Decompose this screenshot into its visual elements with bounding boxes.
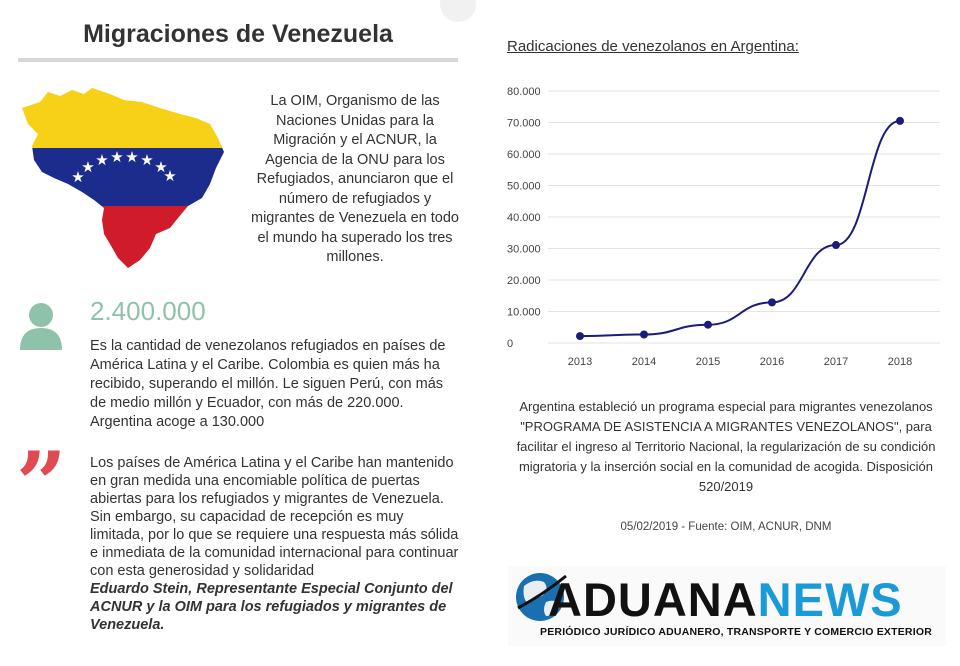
logo-word-news: NEWS	[757, 573, 903, 626]
svg-text:★: ★	[71, 168, 84, 186]
x-tick-label: 2015	[696, 356, 720, 368]
y-tick-label: 50.000	[507, 181, 541, 193]
logo-tagline: PERIÓDICO JURÍDICO ADUANERO, TRANSPORTE …	[540, 626, 932, 638]
aduananews-logo	[508, 566, 946, 646]
line-chart: 0 10.000 20.000 30.000 40.000 50.000 60.000 70.…	[507, 86, 940, 368]
x-tick-label: 2016	[760, 356, 784, 368]
refugee-count: 2.400.000	[90, 296, 206, 326]
y-tick-label: 30.000	[507, 244, 541, 256]
y-tick-label: 70.000	[507, 118, 541, 130]
quote-author: Eduardo Stein, Representante Especial Co…	[90, 581, 453, 633]
svg-text:★: ★	[140, 151, 153, 169]
svg-text:★: ★	[95, 151, 108, 169]
svg-text:★: ★	[81, 158, 94, 176]
data-point	[896, 116, 904, 125]
svg-text:★: ★	[125, 148, 138, 166]
y-tick-label: 60.000	[507, 149, 541, 161]
page-title: Migraciones de Venezuela	[83, 20, 393, 48]
venezuela-map-icon: ★ ★ ★ ★ ★ ★ ★ ★	[22, 88, 224, 268]
x-tick-label: 2018	[888, 356, 912, 368]
refugee-description: Es la cantidad de venezolanos refugiados…	[90, 338, 446, 430]
quote-text: Los países de América Latina y el Caribe…	[90, 455, 459, 579]
y-tick-label: 40.000	[507, 212, 541, 224]
svg-text:★: ★	[154, 158, 167, 176]
y-tick-label: 80.000	[507, 86, 541, 98]
globe-icon	[516, 573, 567, 621]
person-icon	[20, 303, 62, 350]
data-point	[640, 330, 648, 339]
svg-text:★: ★	[110, 148, 123, 166]
data-point	[768, 298, 776, 307]
x-tick-label: 2013	[568, 356, 592, 368]
source-line: 05/02/2019 - Fuente: OIM, ACNUR, DNM	[620, 521, 832, 533]
decorative-circle	[440, 0, 476, 22]
intro-paragraph: La OIM, Organismo de las Naciones Unidas…	[251, 93, 459, 265]
data-point	[576, 332, 584, 341]
x-tick-label: 2017	[824, 356, 848, 368]
program-note: Argentina estableció un programa especia…	[516, 399, 936, 494]
y-tick-label: 20.000	[507, 275, 541, 287]
y-tick-label: 10.000	[507, 307, 541, 319]
chart-title: Radicaciones de venezolanos en Argentina…	[507, 38, 799, 55]
quote-icon: ”	[16, 432, 67, 536]
svg-text:★: ★	[163, 167, 176, 185]
data-point	[832, 241, 840, 250]
title-divider	[18, 58, 458, 62]
logo-word-aduana: ADUANA	[548, 573, 758, 626]
y-tick-label: 0	[507, 338, 513, 350]
quote-block: Los países de América Latina y el Caribe…	[90, 454, 460, 634]
data-point	[704, 320, 712, 329]
x-tick-label: 2014	[632, 356, 656, 368]
series-line	[579, 119, 901, 338]
logo-wordmark: ADUANANEWS	[548, 572, 903, 627]
